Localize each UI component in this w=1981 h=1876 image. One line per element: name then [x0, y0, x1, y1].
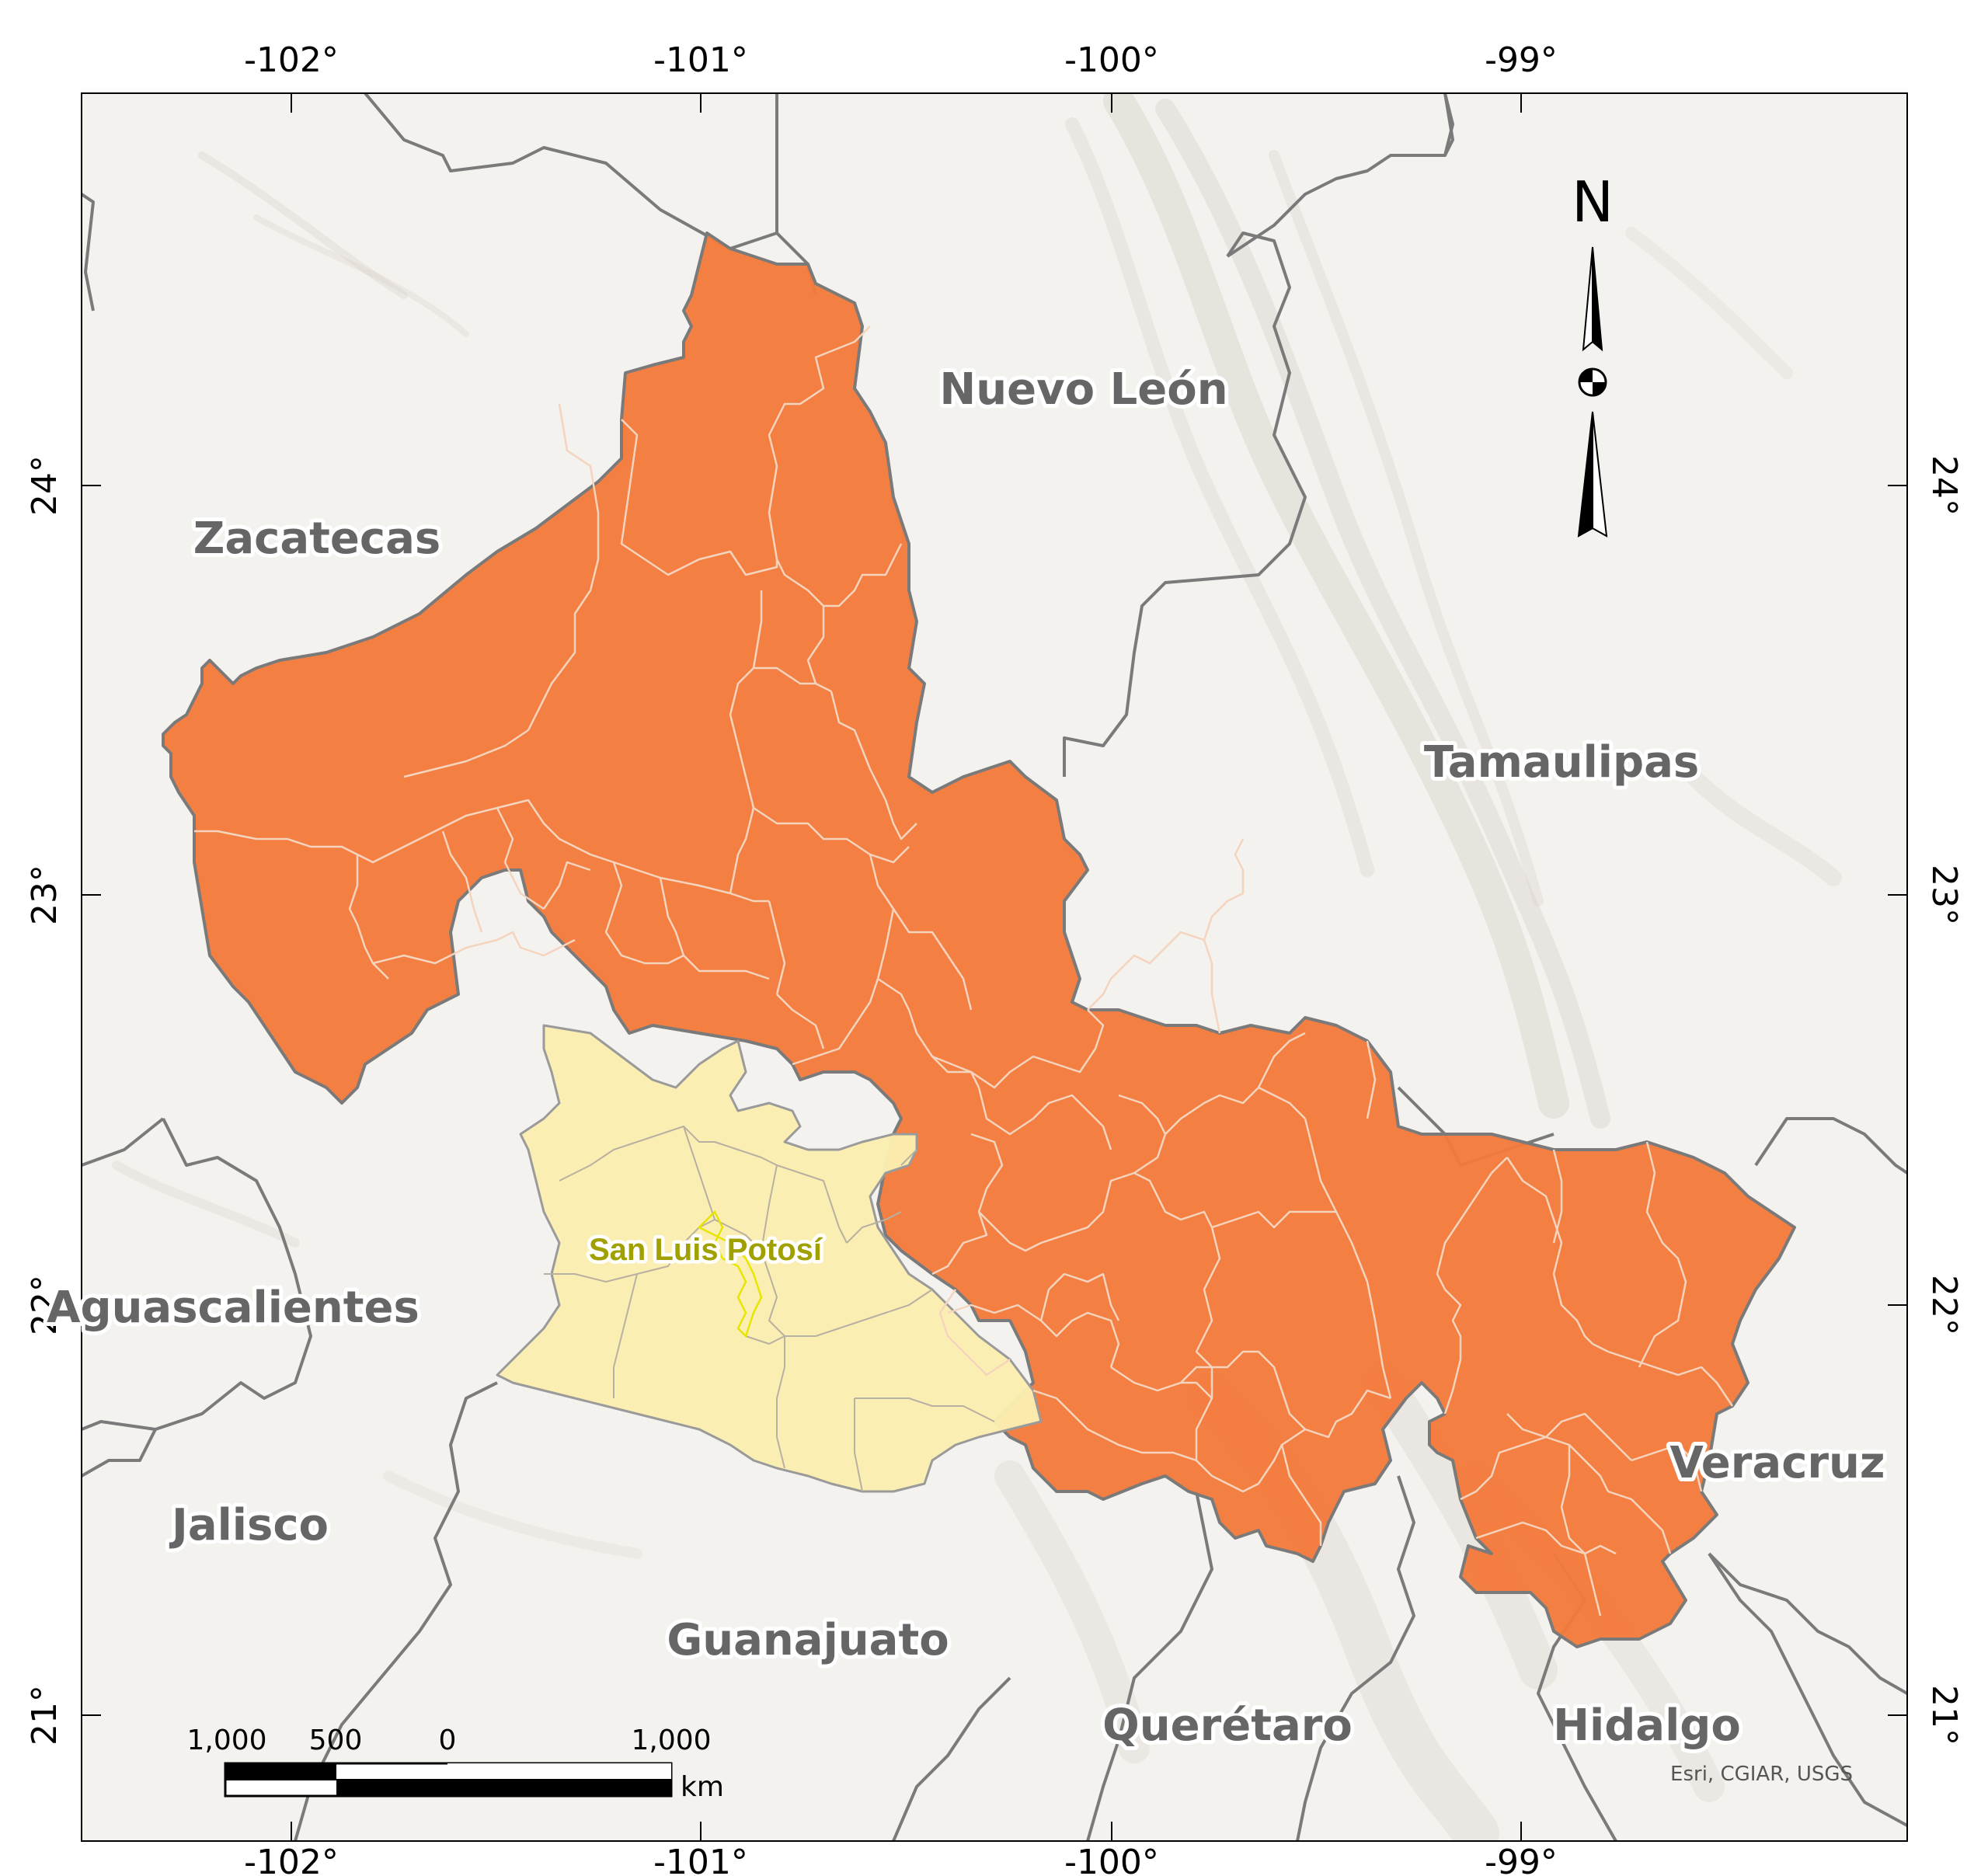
state-labels: Zacatecas Nuevo León Tamaulipas Aguascal… [43, 360, 1889, 1755]
state-label-nuevo-leon: Nuevo León [939, 364, 1227, 415]
lat-label: 24° [25, 455, 64, 516]
focus-region [496, 1024, 1043, 1493]
north-arrow-label: N [1572, 169, 1614, 235]
latitude-labels-right: 24° 23° 22° 21° [1924, 455, 1964, 1745]
graticule-ticks [82, 93, 1907, 1841]
attribution: Esri, CGIAR, USGS [1670, 1763, 1853, 1786]
urban-area-outline [697, 1209, 763, 1338]
lat-label: 21° [25, 1685, 64, 1745]
scale-label: 1,000 [631, 1725, 711, 1756]
state-label-veracruz: Veracruz [1670, 1438, 1885, 1488]
scale-label: 1,000 [186, 1725, 266, 1756]
state-label-zacatecas: Zacatecas [193, 513, 440, 564]
lon-label: -100° [1064, 40, 1159, 80]
lat-label: 24° [1924, 455, 1964, 516]
state-label-jalisco: Jalisco [169, 1500, 329, 1551]
state-label-guanajuato: Guanajuato [667, 1615, 949, 1665]
state-label-hidalgo: Hidalgo [1553, 1700, 1741, 1751]
state-label-tamaulipas: Tamaulipas [1424, 737, 1699, 788]
lat-label: 23° [25, 865, 64, 925]
scale-unit: km [681, 1771, 724, 1803]
lon-label: -99° [1485, 40, 1558, 80]
basemap [82, 93, 1907, 1841]
longitude-labels-top: -102° -101° -100° -99° [244, 40, 1558, 80]
highlighted-municipalities [162, 231, 1796, 1648]
lon-label: -102° [244, 40, 339, 80]
scale-label: 0 [439, 1725, 457, 1756]
lon-label: -101° [653, 40, 748, 80]
state-label-aguascalientes: Aguascalientes [47, 1283, 420, 1333]
north-arrow: N [1572, 169, 1614, 538]
focus-municipalities [496, 1024, 1043, 1493]
lat-label: 22° [25, 1275, 64, 1335]
lon-label: -99° [1485, 1843, 1558, 1876]
municipal-boundaries [194, 325, 1734, 1617]
focus-label-san-luis-potosi: San Luis Potosí [589, 1233, 823, 1267]
lon-label: -101° [653, 1843, 748, 1876]
focus-municipal-boundaries [544, 1126, 995, 1492]
scale-label: 500 [309, 1725, 363, 1756]
state-label-queretaro: Querétaro [1102, 1700, 1353, 1751]
latitude-labels-left: 24° 23° 22° 21° [25, 455, 64, 1745]
highlighted-region [162, 231, 1796, 1648]
lon-label: -102° [244, 1843, 339, 1876]
longitude-labels-bottom: -102° -101° -100° -99° [244, 1843, 1558, 1876]
lon-label: -100° [1064, 1843, 1159, 1876]
map-frame [81, 92, 1908, 1842]
lat-label: 23° [1924, 865, 1964, 925]
lat-label: 22° [1924, 1275, 1964, 1335]
lat-label: 21° [1924, 1685, 1964, 1745]
scale-bar: 1,000 500 0 1,000 km [186, 1725, 723, 1803]
